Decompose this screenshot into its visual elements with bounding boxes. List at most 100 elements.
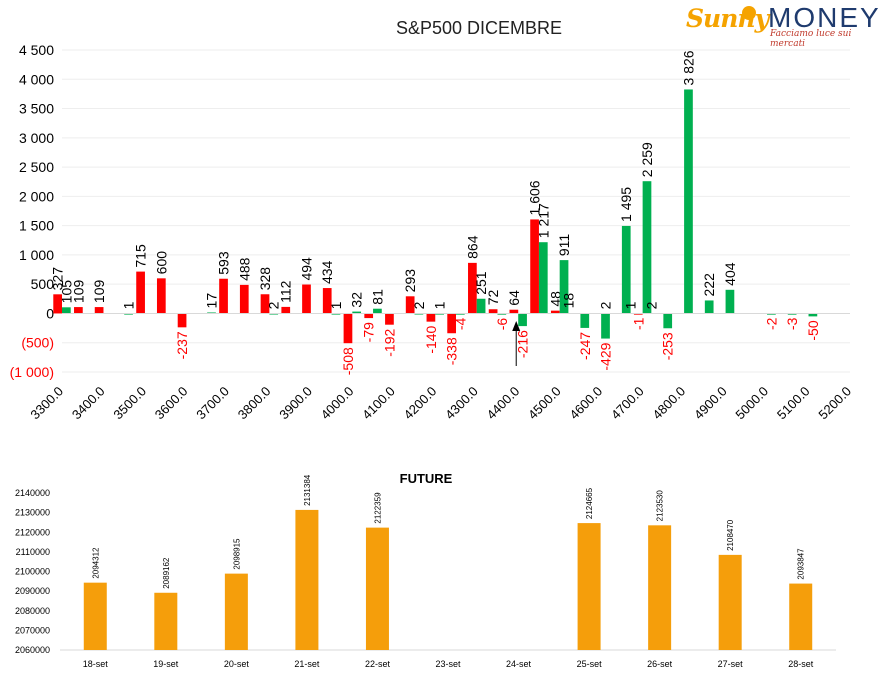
future-bar xyxy=(718,554,742,650)
put-bar xyxy=(488,309,498,314)
data-label: 81 xyxy=(369,289,385,305)
x-tick-label: 4300.0 xyxy=(442,384,481,423)
x-tick-label: 3800.0 xyxy=(235,384,274,423)
data-label: -6 xyxy=(494,318,510,331)
data-label: 1 217 xyxy=(535,203,551,238)
data-label: -4 xyxy=(452,317,468,330)
put-bar xyxy=(239,284,249,314)
call-bar xyxy=(476,298,486,314)
data-label: 3 826 xyxy=(680,50,696,85)
data-label: -247 xyxy=(577,332,593,360)
y-tick-label: (1 000) xyxy=(10,364,54,380)
sun-icon xyxy=(742,6,756,20)
x-tick-label: 3500.0 xyxy=(110,384,149,423)
y-tick-label: 4 500 xyxy=(19,42,54,58)
call-bar xyxy=(787,313,797,315)
future-bar xyxy=(365,527,389,650)
data-label: 32 xyxy=(349,292,365,308)
data-label: -338 xyxy=(444,337,460,365)
future-bar xyxy=(83,582,107,650)
future-bar xyxy=(789,583,813,650)
future-x-tick-label: 24-set xyxy=(506,659,532,669)
y-tick-label: 0 xyxy=(46,305,54,321)
data-label: -429 xyxy=(598,342,614,370)
put-bar xyxy=(509,309,519,314)
future-y-tick-label: 2120000 xyxy=(15,527,50,537)
data-label: 2 xyxy=(598,301,614,309)
x-tick-label: 3700.0 xyxy=(193,384,232,423)
call-bar xyxy=(559,260,569,314)
future-y-tick-label: 2070000 xyxy=(15,625,50,635)
call-bar xyxy=(435,313,444,315)
data-label: 112 xyxy=(278,280,294,303)
put-bar xyxy=(74,307,83,314)
chart-title: S&P500 DICEMBRE xyxy=(396,18,562,38)
future-x-tick-label: 19-set xyxy=(153,659,179,669)
logo-sunny-text: Sunny xyxy=(686,4,769,33)
x-tick-label: 4200.0 xyxy=(401,384,440,423)
data-label: -140 xyxy=(423,325,439,353)
call-bar xyxy=(373,308,382,314)
data-label: -253 xyxy=(660,332,676,360)
data-label: -192 xyxy=(381,328,397,356)
data-label: 494 xyxy=(298,257,314,281)
future-x-tick-label: 21-set xyxy=(294,659,320,669)
x-tick-label: 5000.0 xyxy=(732,384,771,423)
data-label: -237 xyxy=(174,331,190,359)
data-label: 327 xyxy=(50,267,66,291)
x-tick-label: 3600.0 xyxy=(152,384,191,423)
call-bar xyxy=(497,313,507,315)
future-y-tick-label: 2090000 xyxy=(15,586,50,596)
future-data-label: 2098915 xyxy=(232,538,241,570)
x-tick-label: 4100.0 xyxy=(359,384,398,423)
future-y-tick-label: 2130000 xyxy=(15,508,50,518)
future-data-label: 2131384 xyxy=(303,474,312,506)
put-bar xyxy=(385,313,394,325)
future-data-label: 2094312 xyxy=(91,547,100,579)
data-label: 488 xyxy=(236,257,252,281)
put-bar xyxy=(530,219,539,314)
data-label: 105 xyxy=(58,280,74,304)
future-data-label: 2093847 xyxy=(797,548,806,580)
put-bar xyxy=(322,288,332,314)
x-tick-label: 4000.0 xyxy=(318,384,357,423)
data-label: 18 xyxy=(560,293,576,309)
data-label: 593 xyxy=(216,251,232,275)
y-tick-label: (500) xyxy=(21,335,54,351)
data-label: 293 xyxy=(402,269,418,293)
put-bar xyxy=(260,294,270,314)
put-bar xyxy=(405,296,415,314)
data-label: 2 xyxy=(643,301,659,309)
data-label: 1 495 xyxy=(618,187,634,222)
data-label: 17 xyxy=(204,293,220,309)
logo-tagline: Facciamo luce sui mercati xyxy=(770,29,852,49)
future-y-tick-label: 2140000 xyxy=(15,488,50,498)
x-tick-label: 3300.0 xyxy=(27,384,66,423)
call-bar xyxy=(456,313,465,315)
call-bar xyxy=(621,225,631,314)
x-tick-label: 5100.0 xyxy=(774,384,813,423)
put-bar xyxy=(468,262,477,314)
put-bar xyxy=(302,284,311,314)
data-label: 109 xyxy=(91,280,107,304)
y-tick-label: 4 000 xyxy=(19,71,54,87)
data-label: 2 259 xyxy=(639,142,655,177)
data-label: 1 606 xyxy=(527,180,543,215)
call-bar xyxy=(331,313,341,315)
call-bar xyxy=(601,313,610,339)
y-tick-label: 1 000 xyxy=(19,247,54,263)
brand-logo: Sunny MONEY Facciamo luce sui mercati xyxy=(684,2,884,49)
x-tick-label: 5200.0 xyxy=(815,384,854,423)
future-data-label: 2123530 xyxy=(656,490,665,522)
put-bar xyxy=(426,313,436,322)
call-bar xyxy=(704,300,714,314)
x-tick-label: 4600.0 xyxy=(567,384,606,423)
data-label: 2 xyxy=(266,301,282,309)
put-bar xyxy=(136,271,145,314)
data-label: 251 xyxy=(473,271,489,295)
data-label: 72 xyxy=(485,289,501,305)
x-tick-label: 3900.0 xyxy=(276,384,315,423)
x-tick-label: 4700.0 xyxy=(608,384,647,423)
put-bar xyxy=(343,313,353,344)
data-label: 222 xyxy=(701,273,717,297)
